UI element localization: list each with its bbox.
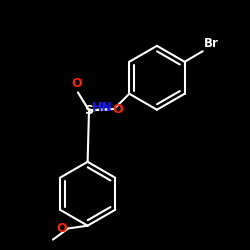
Text: HN: HN xyxy=(92,101,112,114)
Text: S: S xyxy=(84,104,94,117)
Text: Br: Br xyxy=(204,37,219,50)
Text: O: O xyxy=(56,222,67,235)
Text: O: O xyxy=(112,102,123,116)
Text: O: O xyxy=(72,77,82,90)
